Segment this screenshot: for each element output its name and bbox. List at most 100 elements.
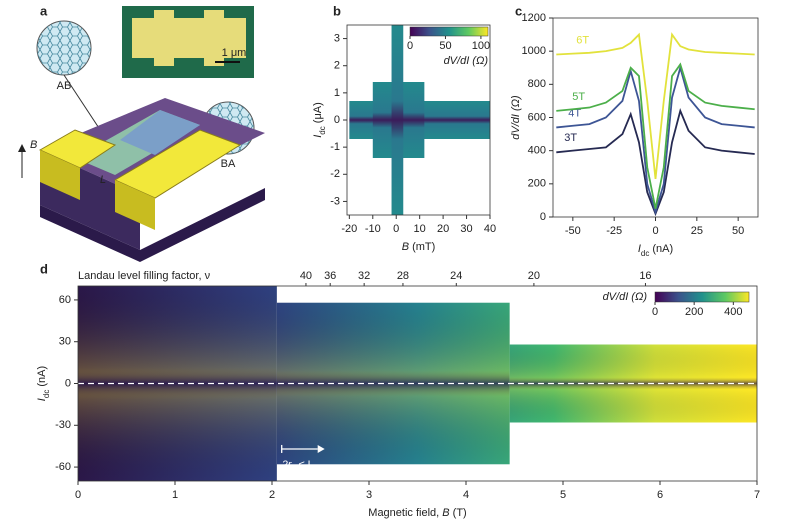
label-ba: BA [221,158,236,170]
colorbar-tick-label: 0 [407,40,413,52]
x-tick-label: 25 [691,225,703,237]
x-tick-label: 20 [437,223,449,235]
field-label: B [30,139,37,151]
colorbar-tick-label: 100 [472,40,490,52]
micrograph-device [132,10,246,66]
x2-tick-label: 20 [528,270,540,282]
label-part: Magnetic field, [368,507,442,519]
annotation: 2rc ≤ L [281,459,314,474]
colorbar-label: dV/dI (Ω) [603,291,648,303]
label-part: ≤ L [295,459,313,471]
x-tick-label: 0 [652,225,658,237]
y-tick-label: -2 [330,168,340,180]
x-tick-label: 6 [657,489,663,501]
substrate [40,188,265,262]
y-tick-label: -3 [330,195,340,207]
series-label: 4T [568,107,581,119]
arrowhead [18,144,26,152]
panel-a: a 1 μm AB BA B L [18,3,265,262]
x-tick-label: 50 [732,225,744,237]
label-part: (μA) [312,102,324,126]
y-axis-label: Idc (μA) [312,102,327,138]
series-label: 5T [572,91,585,103]
graphene-ba [120,110,200,155]
colorbar-tick-label: 50 [439,40,451,52]
colorbar-tick-label: 0 [652,306,658,318]
label-part: B [442,507,449,519]
label-part: dV/dI (Ω) [510,95,522,140]
heatmap-overlay [78,286,277,481]
x-tick-label: 7 [754,489,760,501]
y-tick-label: -60 [55,461,71,473]
x2-tick-label: 32 [358,270,370,282]
contact-side [115,180,155,230]
panel-letter: b [333,3,341,18]
x2-tick-label: 24 [450,270,462,282]
y-tick-label: 0 [334,114,340,126]
colorbar-tick-label: 400 [724,306,742,318]
x2-tick-label: 40 [300,270,312,282]
y-tick-label: 60 [59,294,71,306]
heatmap-region [391,25,404,215]
series-label: 3T [564,132,577,144]
y-tick-label: 0 [65,377,71,389]
colorbar-tick-label: 200 [685,306,703,318]
scale-label: 1 μm [222,47,247,59]
label-part: 2r [281,459,293,471]
x-tick-label: 4 [463,489,469,501]
x-tick-label: -50 [565,225,581,237]
y-tick-label: 200 [528,178,546,190]
series-label: 6T [576,34,589,46]
label-part: I [36,398,48,401]
line-series [556,64,755,216]
label-part: dc [318,126,327,134]
y-tick-label: 1 [334,87,340,99]
y-tick-label: -30 [55,419,71,431]
label-part: I [312,135,324,138]
x-tick-label: 40 [484,223,496,235]
label-part: I [638,243,641,255]
label-part: (nA) [36,366,48,390]
x-tick-label: 3 [366,489,372,501]
y-tick-label: 3 [334,32,340,44]
x-tick-label: 0 [393,223,399,235]
label-part: (T) [450,507,467,519]
x-tick-label: -10 [365,223,381,235]
panel-letter: c [515,3,522,18]
y-tick-label: -1 [330,141,340,153]
x-axis-label: B (mT) [402,241,436,253]
line-series [556,62,755,209]
x2-tick-label: 36 [324,270,336,282]
x-axis-label: Idc (nA) [638,243,673,258]
x-axis-label-d: Magnetic field, B (T) [368,507,466,519]
label-part: (nA) [649,243,673,255]
x2-tick-label: 16 [639,270,651,282]
y-tick-label: 1000 [522,45,546,57]
x-tick-label: 0 [75,489,81,501]
length-label: L [100,174,106,186]
colorbar-label: dV/dI (Ω) [444,55,489,67]
lattice [37,21,91,75]
line-series [556,32,755,179]
label-part: dc [42,390,51,398]
label-part: (mT) [409,241,435,253]
x-tick-label: -20 [341,223,357,235]
annotation-arrowhead [317,444,325,453]
y-tick-label: 1200 [522,12,546,24]
contact [113,129,242,199]
x-tick-label: 2 [269,489,275,501]
x-tick-label: 30 [460,223,472,235]
label-part: dc [641,249,649,258]
y-tick-label: 400 [528,145,546,157]
x-tick-label: 10 [414,223,426,235]
plot-frame [552,17,759,218]
contact-side [40,150,80,200]
colorbar [654,291,750,303]
y-tick-label: 600 [528,111,546,123]
label-part: B [402,241,409,253]
y-tick-label: 800 [528,78,546,90]
y-axis-label: Idc (nA) [36,366,51,401]
x2-tick-label: 28 [397,270,409,282]
colorbar [409,26,489,37]
